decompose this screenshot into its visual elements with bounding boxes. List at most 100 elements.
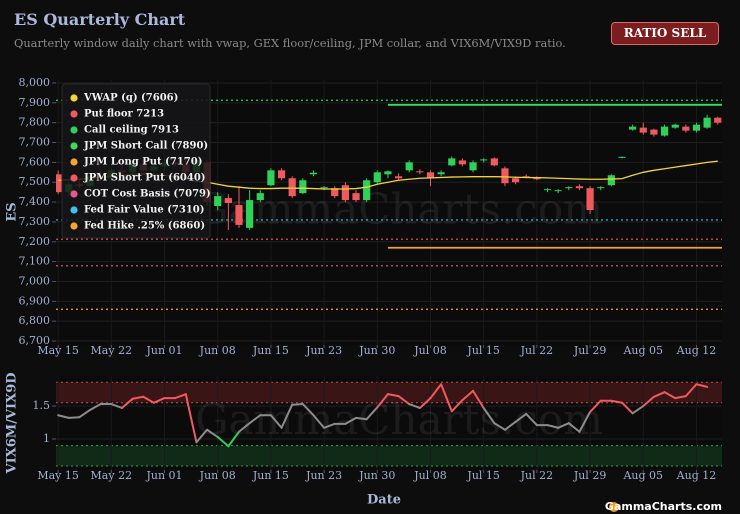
legend-label: Put floor 7213 (84, 109, 164, 120)
candle-body (554, 190, 562, 192)
ratio-segment (493, 422, 506, 431)
ratio-segment (206, 428, 219, 439)
ratio-segment (546, 424, 560, 429)
ratio-segment (291, 403, 304, 406)
y-tick-label: 7,300 (19, 215, 51, 228)
legend-marker (70, 142, 78, 150)
candle-body (543, 189, 552, 191)
y-tick-label: 7,100 (19, 255, 51, 268)
ratio-segment (674, 395, 687, 400)
ratio-segment (89, 403, 102, 411)
candle-body (224, 198, 232, 204)
candle-body (501, 168, 509, 184)
ratio-segment (450, 399, 464, 413)
ratio-segment (216, 436, 230, 448)
ratio-segment (684, 383, 698, 398)
legend-marker (70, 110, 78, 118)
chart-title: ES Quarterly Chart (14, 10, 186, 29)
x-tick-label: Jul 22 (520, 344, 554, 357)
x-tick-label: Jun 15 (252, 469, 289, 482)
logo: GammaCharts.com (605, 500, 722, 513)
y-tick-label: 7,200 (19, 235, 51, 248)
y-tick-label: 1.5 (33, 399, 51, 412)
ratio-segment (227, 430, 240, 448)
candle-body (480, 159, 488, 161)
candle-body (56, 174, 62, 193)
legend-marker (70, 94, 78, 102)
candle-body (352, 193, 360, 201)
legend-label: JPM Short Put (6040) (83, 173, 206, 184)
x-tick-label: Aug 12 (676, 469, 717, 482)
candle-body (512, 178, 520, 183)
legend-label: Fed Fair Value (7310) (84, 205, 205, 216)
legend-label: JPM Long Put (7170) (83, 157, 202, 168)
ratio-segment (57, 414, 70, 419)
candle-body (682, 126, 690, 131)
ratio-segment (440, 383, 453, 413)
candle-body (331, 188, 339, 197)
candle-body (256, 193, 264, 201)
x-tick-label: May 15 (37, 344, 79, 357)
candle-body (618, 156, 626, 158)
ratio-segment (578, 410, 592, 433)
candle-body (363, 180, 371, 201)
candle-body (373, 172, 381, 183)
ratio-segment (408, 403, 421, 409)
ratio-segment (503, 420, 517, 431)
candle-body (522, 176, 530, 178)
legend-label: VWAP (q) (7606) (83, 93, 178, 104)
ratio-segment (429, 383, 443, 400)
legend-box (61, 83, 211, 239)
legend-marker (70, 126, 78, 134)
ratio-segment (386, 393, 400, 398)
candle-body (671, 124, 679, 128)
candle-body (384, 171, 392, 175)
ratio-segment (195, 428, 209, 444)
x-tick-label: Jul 15 (466, 469, 500, 482)
candle-body (629, 126, 637, 130)
ratio-segment (631, 405, 645, 415)
candle-body (490, 158, 498, 166)
x-tick-label: Jun 01 (145, 344, 182, 357)
candle-body (575, 186, 584, 189)
candle-body (416, 171, 424, 173)
x-tick-label: Jun 01 (145, 469, 182, 482)
ratio-segment (120, 397, 134, 409)
candle-body (692, 124, 701, 131)
x-tick-label: Jul 29 (573, 344, 607, 357)
candle-body (586, 188, 594, 211)
ratio-segment (376, 393, 389, 409)
ratio-segment (472, 389, 485, 409)
y-tick-label: 1 (43, 432, 50, 445)
candle-body (565, 187, 573, 189)
legend-marker (70, 190, 78, 198)
x-tick-label: Jun 23 (305, 344, 342, 357)
ratio-segment (152, 397, 166, 404)
candle-body (277, 170, 286, 179)
ratio-segment (174, 393, 187, 400)
ratio-segment (557, 422, 570, 429)
candle-body (235, 205, 243, 225)
ratio-segment (184, 393, 198, 444)
candle-body (597, 187, 605, 189)
ratio-segment (142, 395, 155, 404)
x-tick-label: Jun 15 (252, 344, 289, 357)
x-tick-label: Jun 23 (305, 469, 342, 482)
ratio-segment (312, 414, 326, 429)
signal-zone (56, 382, 722, 403)
candle-body (405, 162, 413, 171)
candle-body (309, 172, 318, 175)
x-tick-label: Jun 30 (358, 344, 395, 357)
x-tick-label: Aug 05 (622, 344, 663, 357)
x-tick-label: May 15 (37, 469, 79, 482)
x-tick-label: Jun 08 (199, 344, 236, 357)
ratio-segment (365, 406, 379, 421)
y-tick-label: 7,700 (19, 136, 51, 149)
chart-subtitle: Quarterly window daily chart with vwap, … (14, 36, 566, 50)
candle-body (533, 178, 541, 180)
ratio-segment (695, 383, 709, 388)
ratio-segment (525, 412, 538, 427)
y-tick-label: 7,800 (19, 116, 51, 129)
ratio-segment (323, 422, 336, 429)
candle-body (320, 187, 328, 189)
